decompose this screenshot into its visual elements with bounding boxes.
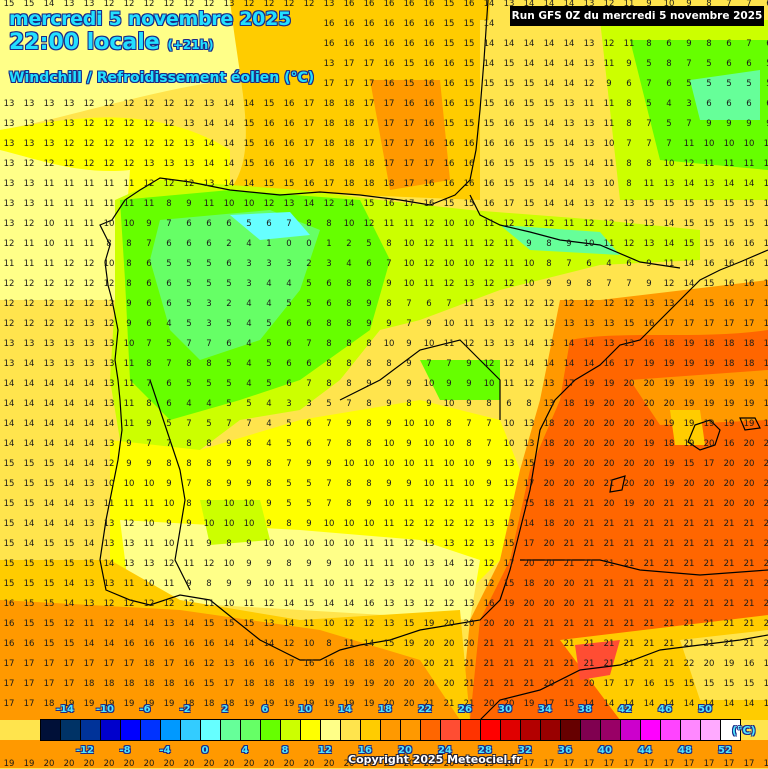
colorbar-swatch: [321, 720, 341, 740]
colorbar-swatch: [461, 720, 481, 740]
colorbar-swatch: [501, 720, 521, 740]
colorbar-top-label: 18: [378, 704, 392, 715]
colorbar-swatch: [481, 720, 501, 740]
field-hotspot: [575, 640, 620, 680]
colorbar-swatch: [121, 720, 141, 740]
colorbar-top-label: 34: [538, 704, 552, 715]
colorbar-bottom-label: 20: [398, 745, 412, 756]
field-interior-colder: [150, 210, 320, 360]
colorbar-bottom-label: 52: [718, 745, 732, 756]
field-mallorca: [670, 410, 705, 445]
colorbar-bottom-label: 8: [281, 745, 289, 756]
forecast-offset: (+21h): [167, 38, 214, 52]
colorbar-swatch: [641, 720, 661, 740]
field-12-14b: [0, 40, 80, 110]
colorbar-swatch: [61, 720, 81, 740]
field-biscay-warm: [370, 80, 450, 190]
colorbar-swatch: [81, 720, 101, 740]
colorbar: [40, 719, 741, 741]
colorbar-top-label: 26: [458, 704, 472, 715]
parameter-title: Windchill / Refroidissement éolien (°C): [9, 70, 315, 86]
colorbar-bottom-label: 48: [678, 745, 692, 756]
field-14-16: [0, 300, 110, 560]
colorbar-top-label: 50: [698, 704, 712, 715]
colorbar-bottom-label: 28: [478, 745, 492, 756]
colorbar-swatch: [721, 720, 740, 740]
colorbar-swatch: [581, 720, 601, 740]
colorbar-top-label: -6: [139, 704, 151, 715]
colorbar-swatch: [361, 720, 381, 740]
colorbar-swatch: [661, 720, 681, 740]
colorbar-bottom-label: 44: [638, 745, 652, 756]
colorbar-top-label: 2: [221, 704, 229, 715]
colorbar-top-label: 22: [418, 704, 432, 715]
colorbar-top-label: 42: [618, 704, 632, 715]
colorbar-top-label: -2: [179, 704, 191, 715]
colorbar-top-label: 30: [498, 704, 512, 715]
field-biscay: [230, 0, 490, 200]
field-balearic-north: [630, 370, 768, 425]
colorbar-bottom-label: 16: [358, 745, 372, 756]
colorbar-top-label: 14: [338, 704, 352, 715]
colorbar-swatch: [281, 720, 301, 740]
colorbar-swatch: [541, 720, 561, 740]
colorbar-bottom-label: 32: [518, 745, 532, 756]
colorbar-swatch: [201, 720, 221, 740]
time-title: 22:00 locale (+21h): [9, 30, 214, 55]
colorbar-swatch: [241, 720, 261, 740]
colorbar-swatch: [221, 720, 241, 740]
colorbar-swatch: [621, 720, 641, 740]
time-label: 22:00 locale: [9, 30, 160, 55]
colorbar-bottom-label: 0: [201, 745, 209, 756]
colorbar-top-label: -10: [95, 704, 115, 715]
field-12-14: [0, 150, 130, 300]
colorbar-swatch: [441, 720, 461, 740]
colorbar-swatch: [681, 720, 701, 740]
colorbar-swatch: [421, 720, 441, 740]
colorbar-bottom-label: 24: [438, 745, 452, 756]
colorbar-swatch: [341, 720, 361, 740]
colorbar-swatch: [141, 720, 161, 740]
field-bottom: [0, 740, 768, 768]
field-sierra-morena: [200, 500, 270, 545]
field-france-coldest: [690, 70, 760, 120]
colorbar-swatch: [161, 720, 181, 740]
field-cantabrian-cold: [230, 212, 310, 240]
colorbar-swatch: [561, 720, 581, 740]
run-info-banner: Run GFS 0Z du mercredi 5 novembre 2025: [510, 6, 764, 26]
field-algeria-inland: [680, 630, 768, 700]
colorbar-swatch: [101, 720, 121, 740]
colorbar-swatch: [181, 720, 201, 740]
colorbar-top-label: 6: [261, 704, 269, 715]
unit-label: (°C): [732, 724, 756, 737]
colorbar-swatch: [601, 720, 621, 740]
colorbar-bottom-label: -8: [119, 745, 131, 756]
colorbar-bottom-label: 36: [558, 745, 572, 756]
colorbar-swatch: [401, 720, 421, 740]
field-france: [480, 20, 630, 200]
colorbar-bottom-label: -4: [159, 745, 171, 756]
colorbar-top-label: 38: [578, 704, 592, 715]
colorbar-bottom-label: 4: [241, 745, 249, 756]
field-iberian-range: [420, 360, 500, 400]
colorbar-swatch: [381, 720, 401, 740]
colorbar-bottom-label: 40: [598, 745, 612, 756]
colorbar-swatch: [261, 720, 281, 740]
colorbar-top-label: 46: [658, 704, 672, 715]
coastlines: [99, 0, 768, 721]
colorbar-swatch: [701, 720, 721, 740]
copyright: Copyright 2025 Meteociel.fr: [348, 753, 522, 766]
date-title: mercredi 5 novembre 2025: [9, 8, 291, 30]
colorbar-swatch: [41, 720, 61, 740]
colorbar-swatch: [521, 720, 541, 740]
colorbar-top-label: 10: [298, 704, 312, 715]
field-cadiz: [0, 600, 460, 720]
colorbar-swatch: [301, 720, 321, 740]
colorbar-bottom-label: -12: [75, 745, 95, 756]
colorbar-top-label: -14: [55, 704, 75, 715]
colorbar-bottom-label: 12: [318, 745, 332, 756]
